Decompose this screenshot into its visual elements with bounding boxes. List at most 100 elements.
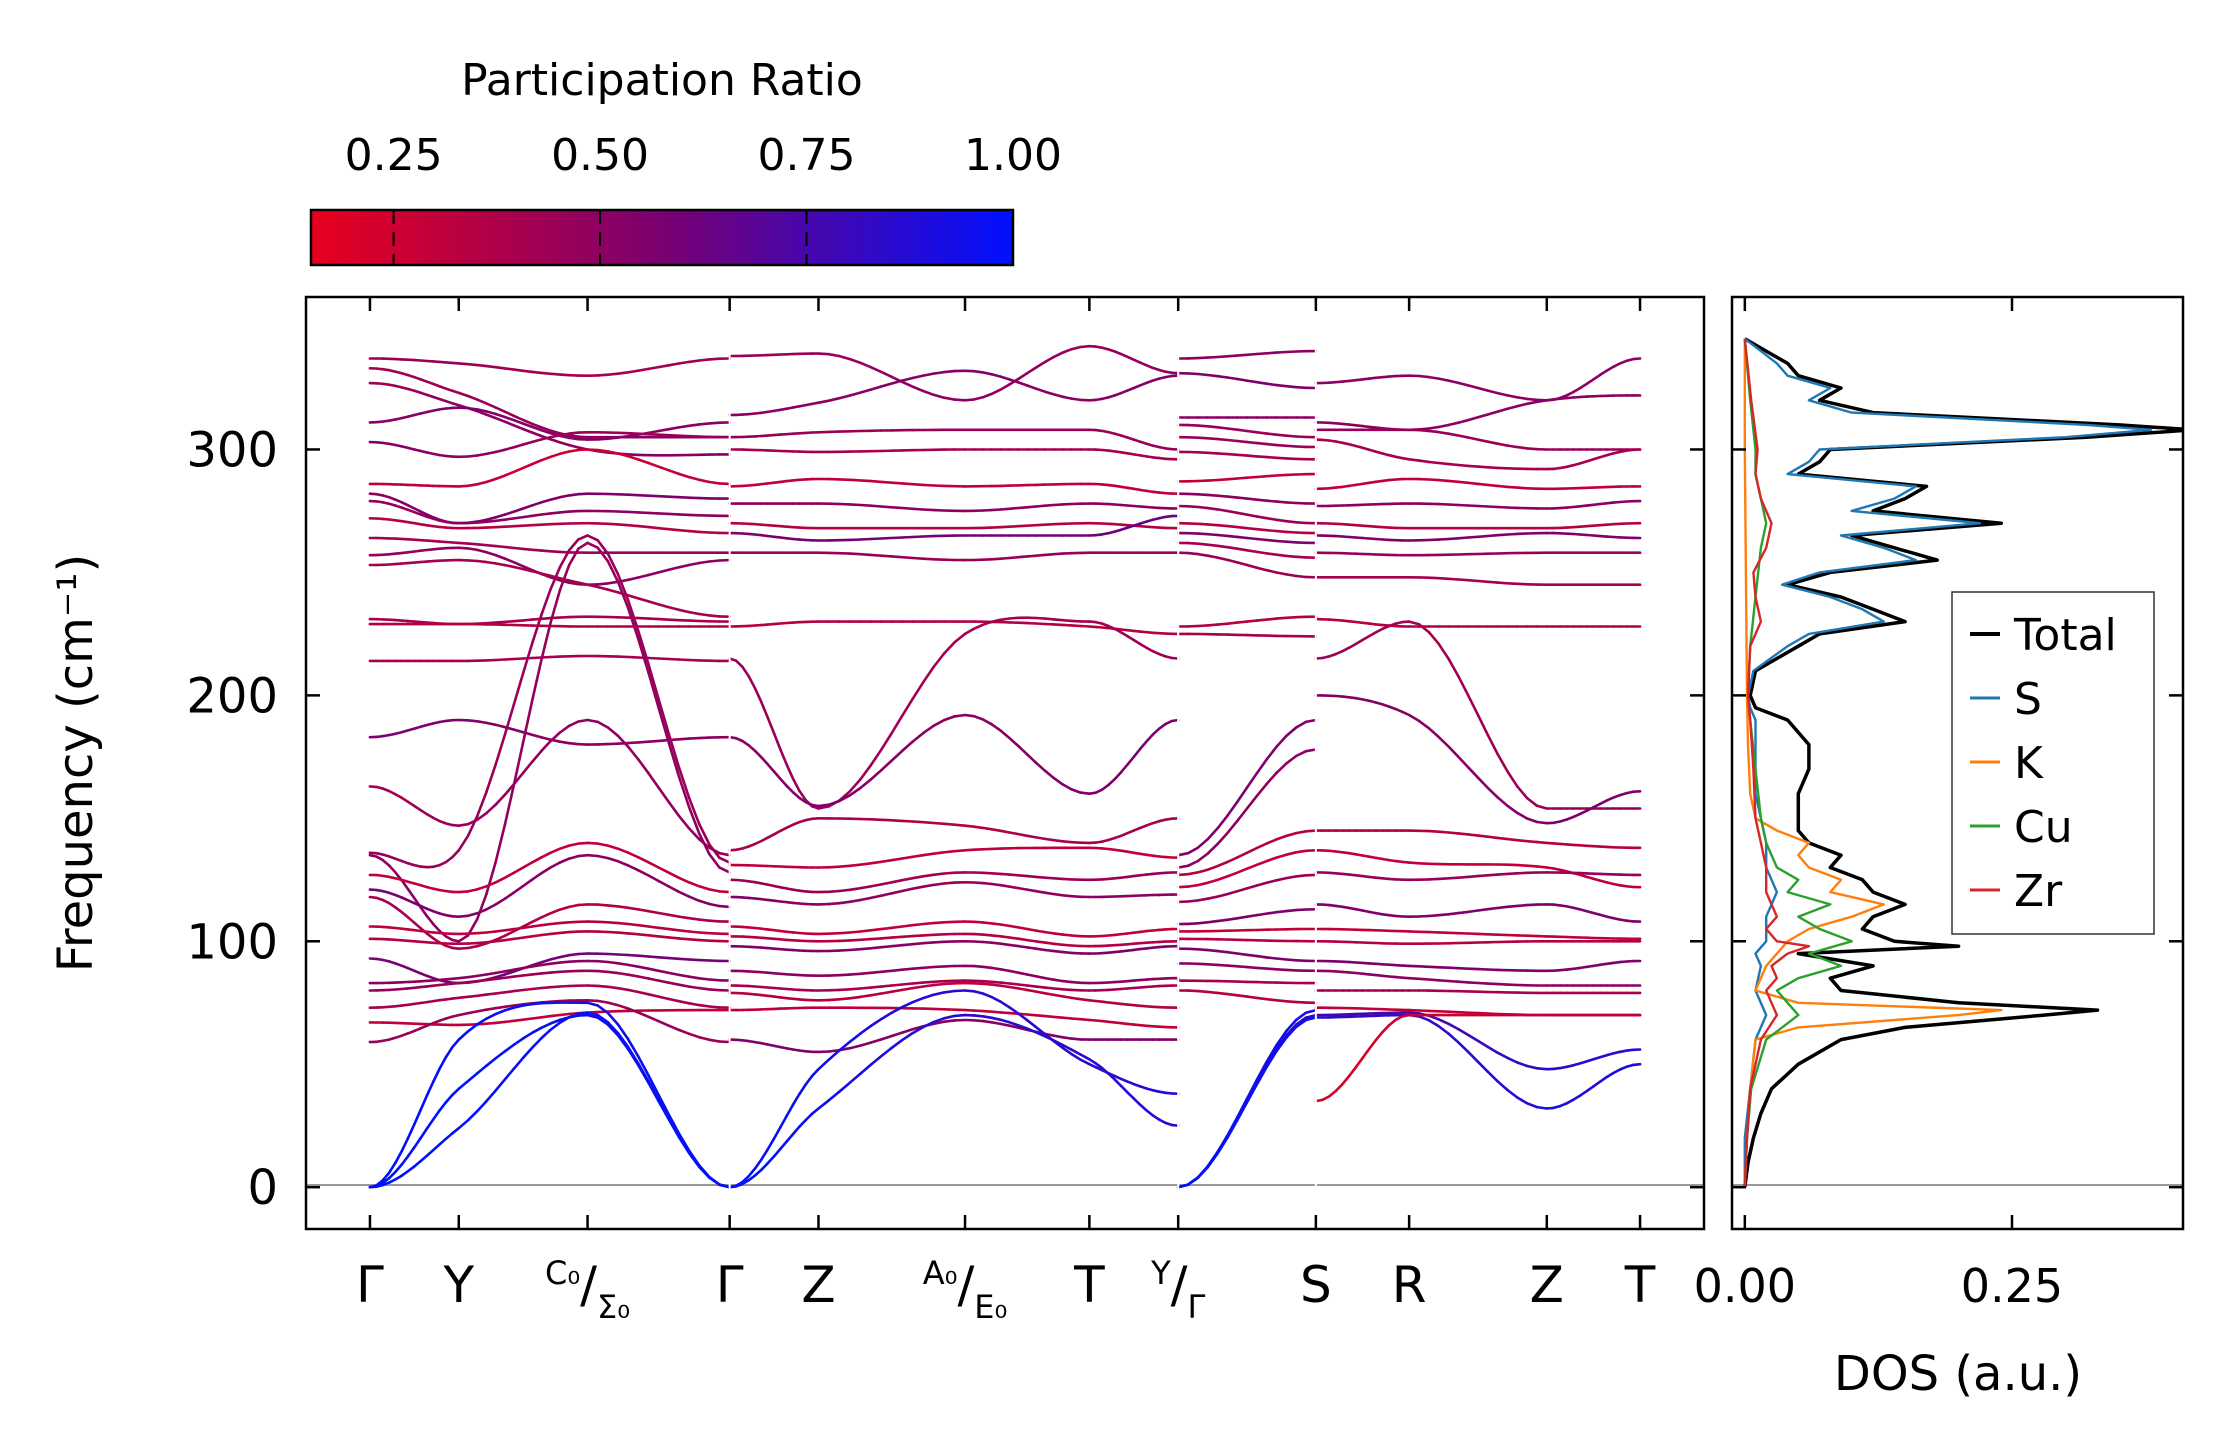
phonon-band: [1176, 349, 1318, 360]
phonon-band: [1314, 939, 1642, 946]
phonon-band: [1176, 1016, 1318, 1189]
phonon-band: [368, 558, 732, 619]
phonon-band: [728, 871, 1180, 894]
dos-tick-label: 0.25: [1961, 1259, 2063, 1313]
phonon-band: [728, 920, 1180, 938]
phonon-band: [728, 880, 1180, 906]
kpath-label: Z: [801, 1256, 835, 1314]
phonon-band: [1176, 848, 1318, 889]
phonon-band: [1176, 423, 1318, 439]
phonon-band: [1314, 477, 1642, 491]
phonon-band: [728, 816, 1180, 852]
kpath-label-sub: Γ: [1187, 1288, 1205, 1326]
phonon-band: [728, 989, 1180, 1189]
phonon-band: [368, 984, 732, 1010]
dos-series-zr: [1743, 338, 1811, 1188]
kpath-label-sub: E₀: [974, 1288, 1007, 1326]
kpath-label-sub: Σ₀: [597, 1288, 630, 1326]
frequency-axis-label: Frequency (cm⁻¹): [48, 554, 104, 972]
phonon-band: [728, 514, 1180, 542]
phonon-band: [728, 551, 1180, 562]
phonon-band: [728, 1013, 1180, 1189]
phonon-band: [368, 448, 732, 488]
kpath-axis-ticks: Γ Y C₀/Σ₀ Γ Z A₀/E₀ T Y/Γ S R Z T: [356, 297, 1656, 1326]
phonon-band: [728, 979, 1180, 992]
band-lines: [368, 344, 1642, 1189]
phonon-band: [368, 1011, 732, 1189]
colorbar: Participation Ratio 0.25 0.50 0.75 1.00: [309, 55, 1062, 267]
frequency-tick-label: 300: [186, 422, 278, 478]
phonon-band: [728, 521, 1180, 530]
phonon-band: [1176, 937, 1318, 943]
kpath-label-slash: /: [957, 1256, 974, 1314]
band-plot-frame: [304, 295, 1706, 1231]
phonon-band: [368, 718, 732, 746]
kpath-label-composite: A₀/E₀: [923, 1254, 1008, 1326]
colorbar-tick-label: 0.50: [551, 130, 649, 181]
phonon-band: [368, 499, 732, 525]
phonon-band: [368, 536, 732, 555]
dos-axis-ticks: 0.00 0.25: [1694, 297, 2063, 1313]
phonon-band: [1314, 969, 1642, 987]
dos-axis-label: DOS (a.u.): [1834, 1346, 2082, 1402]
kpath-label-slash: /: [1171, 1256, 1188, 1314]
phonon-band: [728, 477, 1180, 496]
phonon-band: [368, 718, 732, 857]
phonon-band: [1176, 531, 1318, 545]
dos-panel: 0.00 0.25 DOS (a.u.) Total SK Cu Zr: [1694, 295, 2185, 1402]
kpath-label: Y: [442, 1256, 474, 1314]
phonon-band: [1314, 575, 1642, 587]
kpath-label: T: [1073, 1256, 1105, 1314]
phonon-band: [1176, 450, 1318, 461]
legend-label: K: [2014, 738, 2044, 789]
phonon-band: [1176, 748, 1318, 869]
phonon-band: [728, 428, 1180, 451]
colorbar-ticks: 0.25 0.50 0.75 1.00: [345, 130, 1062, 265]
phonon-band: [728, 964, 1180, 985]
phonon-band: [1176, 472, 1318, 483]
phonon-band: [368, 853, 732, 919]
phonon-band: [368, 969, 732, 992]
phonon-band: [1176, 551, 1318, 579]
phonon-band: [1314, 620, 1642, 810]
dos-lines: [1743, 337, 2183, 1188]
segment-breaks: [728, 297, 1317, 1229]
phonon-band: [1176, 947, 1318, 963]
kpath-label: R: [1392, 1256, 1427, 1314]
phonon-band: [1176, 615, 1318, 628]
phonon-band: [1314, 357, 1642, 402]
phonon-band: [368, 534, 732, 869]
phonon-band: [728, 616, 1180, 810]
dos-series-s: [1743, 337, 2153, 1188]
phonon-band: [1314, 829, 1642, 850]
phonon-band: [1176, 435, 1318, 449]
kpath-label-sup: C₀: [545, 1254, 580, 1292]
phonon-band: [728, 981, 1180, 1010]
phonon-band: [368, 541, 732, 943]
phonon-band: [1314, 551, 1642, 557]
frequency-tick-label: 100: [186, 914, 278, 970]
kpath-label: Z: [1530, 1256, 1564, 1314]
phonon-band: [1314, 617, 1642, 628]
dos-frequency-ticks: [1732, 448, 2183, 1189]
phonon-band: [1176, 632, 1318, 638]
legend-label: Total: [2013, 610, 2117, 661]
phonon-band: [1314, 521, 1642, 530]
phonon-band: [1314, 1013, 1642, 1103]
dos-legend: Total SK Cu Zr: [1951, 591, 2155, 935]
colorbar-tick-label: 0.75: [758, 130, 856, 181]
phonon-band: [1314, 438, 1642, 471]
kpath-label: T: [1624, 1256, 1656, 1314]
phonon-band: [728, 1018, 1180, 1054]
phonon-band: [1314, 694, 1642, 825]
colorbar-tick-label: 1.00: [964, 130, 1062, 181]
phonon-band: [728, 713, 1180, 808]
phonon-band: [1176, 962, 1318, 973]
colorbar-tick-label: 0.25: [345, 130, 443, 181]
phonon-band: [1314, 499, 1642, 510]
phonon-band: [1314, 989, 1642, 995]
phonon-band: [368, 430, 732, 459]
phonon-band: [1176, 504, 1318, 525]
